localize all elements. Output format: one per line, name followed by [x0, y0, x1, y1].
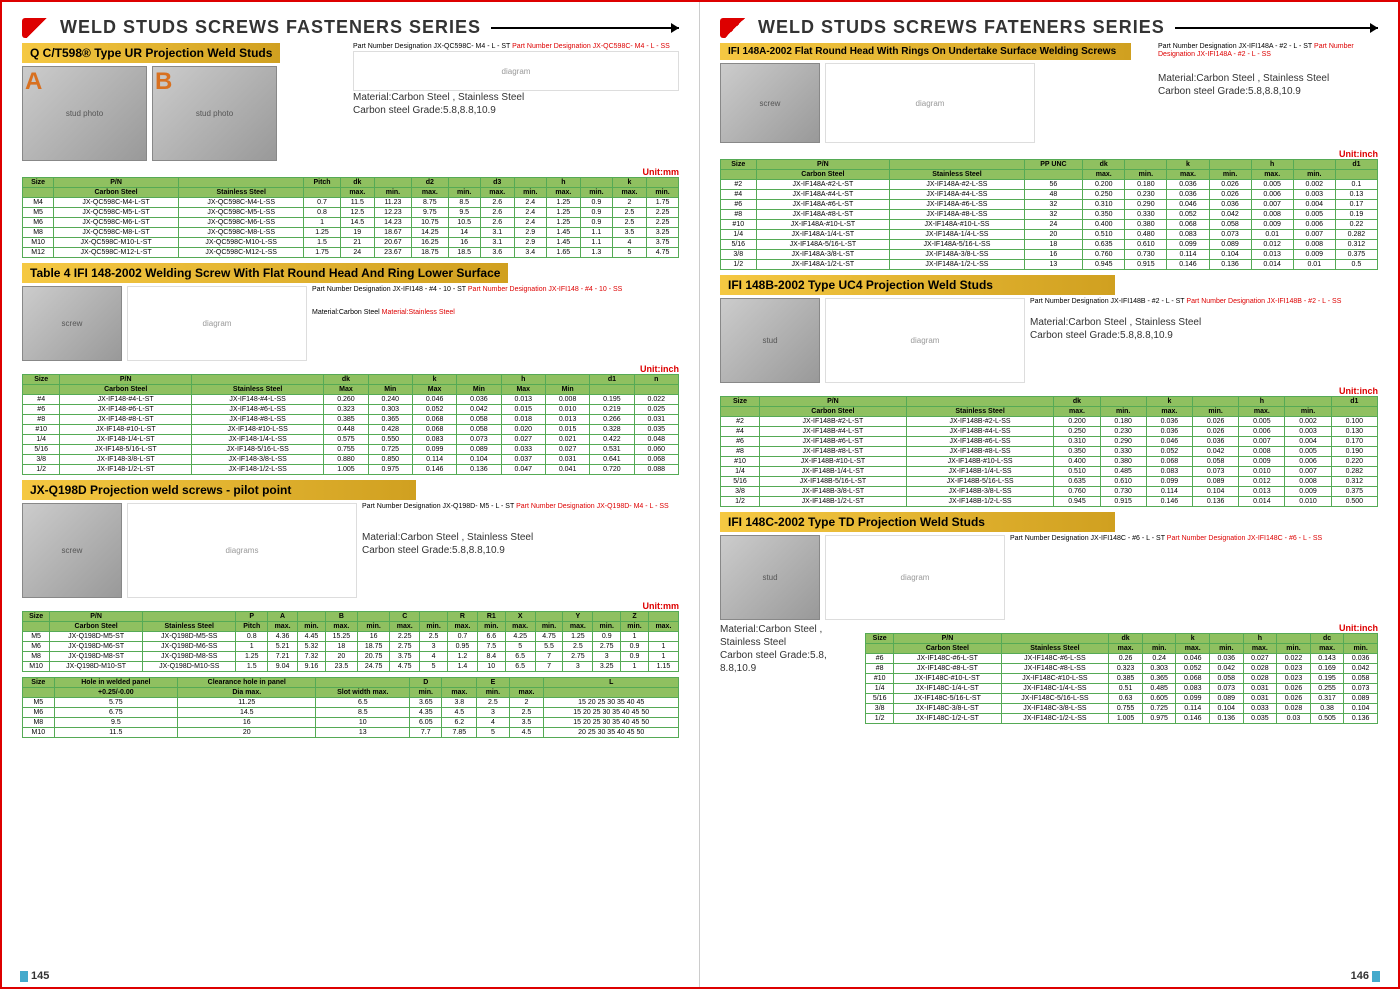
- r-part-desig-3: Part Number Designation JX-IFI148C - #6 …: [1010, 535, 1378, 543]
- logo-icon-r: [720, 18, 750, 38]
- r-table-3: SizeP/NdkkhdcCarbon SteelStainless Steel…: [865, 633, 1378, 724]
- r-grade-2: Carbon steel Grade:5.8,8.8,10.9: [1030, 329, 1378, 342]
- diagram-3: diagrams: [127, 503, 357, 598]
- photo-2: screw: [22, 286, 122, 361]
- unit-1: Unit:mm: [22, 167, 679, 177]
- section1-title: Q C/T598® Type UR Projection Weld Studs: [22, 43, 280, 63]
- r-photo-2: stud: [720, 298, 820, 383]
- r-material-2: Material:Carbon Steel , Stainless Steel: [1030, 316, 1378, 329]
- r-part-desig-1: Part Number Designation JX-IFI148A - #2 …: [1158, 43, 1378, 60]
- r-diagram-2: diagram: [825, 298, 1025, 383]
- r-material-3: Material:Carbon Steel , Stainless Steel …: [720, 623, 860, 729]
- page-num-right: 146: [1351, 970, 1383, 982]
- header-arrow-icon-r: [1175, 27, 1378, 29]
- unit-3: Unit:mm: [22, 601, 679, 611]
- r-unit-2: Unit:inch: [720, 386, 1378, 396]
- table-1: SizeP/NPitchdkd2d3hkCarbon SteelStainles…: [22, 177, 679, 258]
- section1-top: Q C/T598® Type UR Projection Weld Studs …: [22, 43, 679, 164]
- r-section1-title: IFI 148A-2002 Flat Round Head With Rings…: [720, 43, 1131, 60]
- r-material-1: Material:Carbon Steel , Stainless Steel: [1158, 72, 1378, 85]
- left-page: http://www.juxinfasteners.com WELD STUDS…: [2, 2, 700, 987]
- label-a: A: [25, 68, 42, 96]
- grade-3: Carbon steel Grade:5.8,8.8,10.9: [362, 544, 679, 557]
- r-section2-title: IFI 148B-2002 Type UC4 Projection Weld S…: [720, 275, 1115, 295]
- r-unit-3: Unit:inch: [865, 623, 1378, 633]
- r-section3-title: IFI 148C-2002 Type TD Projection Weld St…: [720, 512, 1115, 532]
- table-3a: SizeP/NPABCRR1XYZCarbon SteelStainless S…: [22, 611, 679, 672]
- r-table-1: SizeP/NPP UNCdkkhd1Carbon SteelStainless…: [720, 159, 1378, 270]
- part-desig-1: Part Number Designation JX-QC598C- M4 - …: [353, 43, 679, 51]
- header-title: WELD STUDS SCREWS FASTENERS SERIES: [60, 17, 481, 38]
- right-page: http://www.juxinfasteners.com WELD STUDS…: [700, 2, 1398, 987]
- r-table-2: SizeP/Ndkkhd1Carbon SteelStainless Steel…: [720, 396, 1378, 507]
- grade-1: Carbon steel Grade:5.8,8.8,10.9: [353, 104, 679, 117]
- label-b: B: [155, 68, 172, 96]
- section3-title: JX-Q198D Projection weld screws - pilot …: [22, 480, 416, 500]
- page-num-left: 145: [17, 970, 49, 982]
- r-part-desig-2: Part Number Designation JX-IFI148B - #2 …: [1030, 298, 1378, 306]
- header-left: WELD STUDS SCREWS FASTENERS SERIES: [22, 17, 679, 38]
- r-photo-3: stud: [720, 535, 820, 620]
- r-diagram-3: diagram: [825, 535, 1005, 620]
- material-1: Material:Carbon Steel , Stainless Steel: [353, 91, 679, 104]
- material-3: Material:Carbon Steel , Stainless Steel: [362, 531, 679, 544]
- r-diagram-1: diagram: [825, 63, 1035, 143]
- section2-title: Table 4 IFI 148-2002 Welding Screw With …: [22, 263, 508, 283]
- logo-icon: [22, 18, 52, 38]
- r-photo-1: screw: [720, 63, 820, 143]
- photo-3: screw: [22, 503, 122, 598]
- part-desig-3: Part Number Designation JX-Q198D- M5 - L…: [362, 503, 679, 511]
- diagram-1: diagram: [353, 51, 679, 91]
- part-desig-2: Part Number Designation JX-IFI148 - #4 -…: [312, 286, 679, 361]
- header-right: WELD STUDS SCREWS FATENERS SERIES: [720, 17, 1378, 38]
- unit-2: Unit:inch: [22, 364, 679, 374]
- diagram-2: diagram: [127, 286, 307, 361]
- table-2: SizeP/Ndkkhd1nCarbon SteelStainless Stee…: [22, 374, 679, 475]
- header-title-r: WELD STUDS SCREWS FATENERS SERIES: [758, 17, 1165, 38]
- table-3b: SizeHole in welded panelClearance hole i…: [22, 677, 679, 738]
- r-unit-1: Unit:inch: [720, 149, 1378, 159]
- r-grade-1: Carbon steel Grade:5.8,8.8,10.9: [1158, 85, 1378, 98]
- header-arrow-icon: [491, 27, 679, 29]
